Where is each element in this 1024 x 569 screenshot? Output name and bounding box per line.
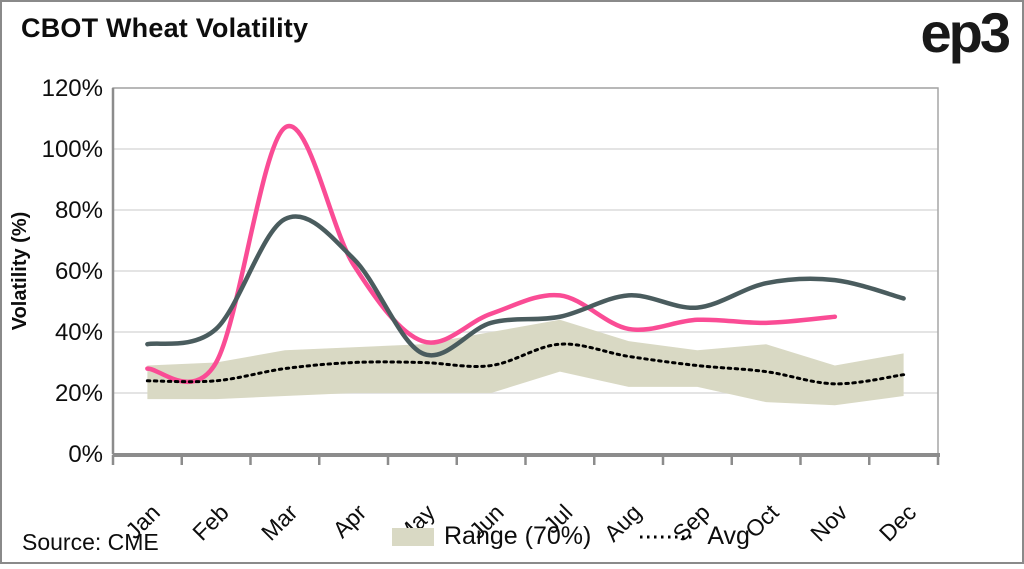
legend-item-avg: Avg bbox=[639, 522, 750, 551]
page-title: CBOT Wheat Volatility bbox=[21, 13, 309, 43]
x-tick-label: Nov bbox=[805, 499, 853, 547]
y-tick-label: 60% bbox=[55, 258, 103, 285]
y-tick-label: 40% bbox=[55, 319, 103, 346]
range-band bbox=[147, 319, 904, 406]
y-tick-label: 0% bbox=[68, 441, 103, 468]
y-axis-title: Volatility (%) bbox=[9, 212, 31, 331]
legend-item-range: Range (70%) bbox=[392, 522, 591, 551]
y-tick-label: 80% bbox=[55, 197, 103, 224]
ep3-logo: ep3 bbox=[920, 1, 1011, 64]
y-tick-label: 120% bbox=[42, 75, 103, 102]
average-line bbox=[145, 342, 906, 386]
legend-label-avg: Avg bbox=[707, 522, 750, 550]
source-note: Source: CME bbox=[22, 529, 159, 555]
x-tick-label: Apr bbox=[327, 499, 371, 543]
volatility-line-dark bbox=[145, 214, 906, 358]
x-tick-label: Dec bbox=[874, 499, 921, 546]
legend-label-range: Range (70%) bbox=[444, 522, 592, 550]
y-tick-label: 20% bbox=[55, 380, 103, 407]
chart-legend: Range (70%) Avg bbox=[392, 522, 750, 551]
x-tick-label: Feb bbox=[187, 499, 233, 545]
range-band-swatch-icon bbox=[392, 527, 434, 546]
volatility-line-pink bbox=[145, 123, 838, 385]
dotted-line-icon bbox=[640, 535, 697, 538]
y-tick-label: 100% bbox=[42, 136, 103, 163]
x-tick-label: Mar bbox=[256, 499, 303, 546]
